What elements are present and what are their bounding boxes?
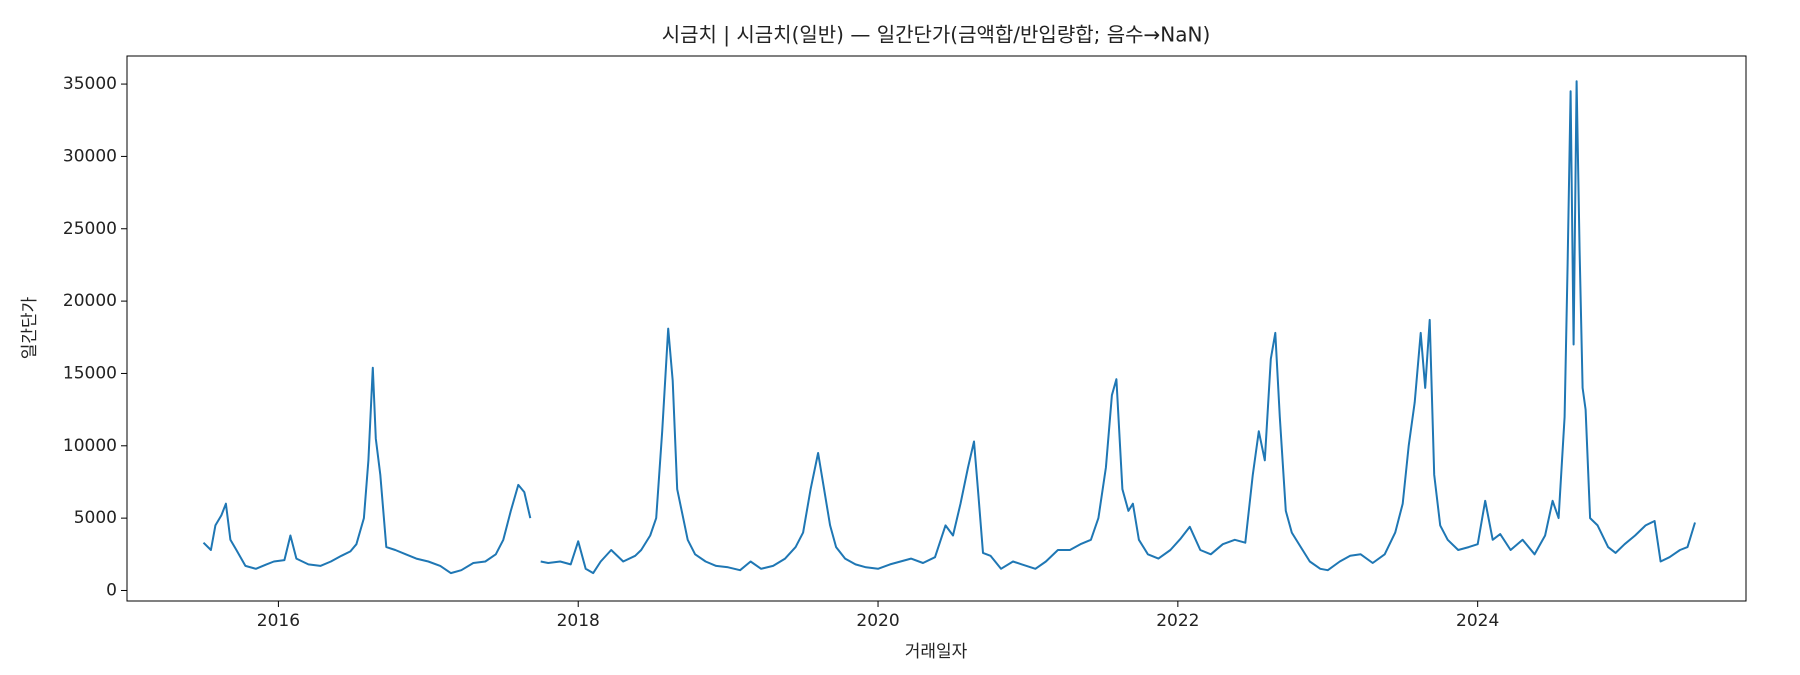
x-tick-label: 2018: [557, 611, 600, 631]
y-tick-label: 0: [106, 580, 117, 600]
y-tick-label: 35000: [63, 74, 117, 94]
y-tick-label: 20000: [63, 291, 117, 311]
plot-frame: [126, 55, 1747, 602]
chart-title: 시금치 | 시금치(일반) — 일간단가(금액합/반입량합; 음수→NaN): [662, 23, 1211, 47]
y-tick-label: 25000: [63, 219, 117, 239]
x-tick-label: 2020: [856, 611, 899, 631]
y-axis-label: 일간단가: [20, 296, 40, 359]
y-tick-label: 30000: [63, 146, 117, 166]
data-line: [202, 80, 1696, 575]
x-axis-label: 거래일자: [905, 642, 968, 662]
y-tick-label: 5000: [74, 508, 117, 528]
x-tick-label: 2022: [1156, 611, 1199, 631]
x-tick-label: 2024: [1456, 611, 1499, 631]
y-tick-label: 15000: [63, 363, 117, 383]
y-tick-label: 10000: [63, 436, 117, 456]
x-tick-label: 2016: [257, 611, 300, 631]
